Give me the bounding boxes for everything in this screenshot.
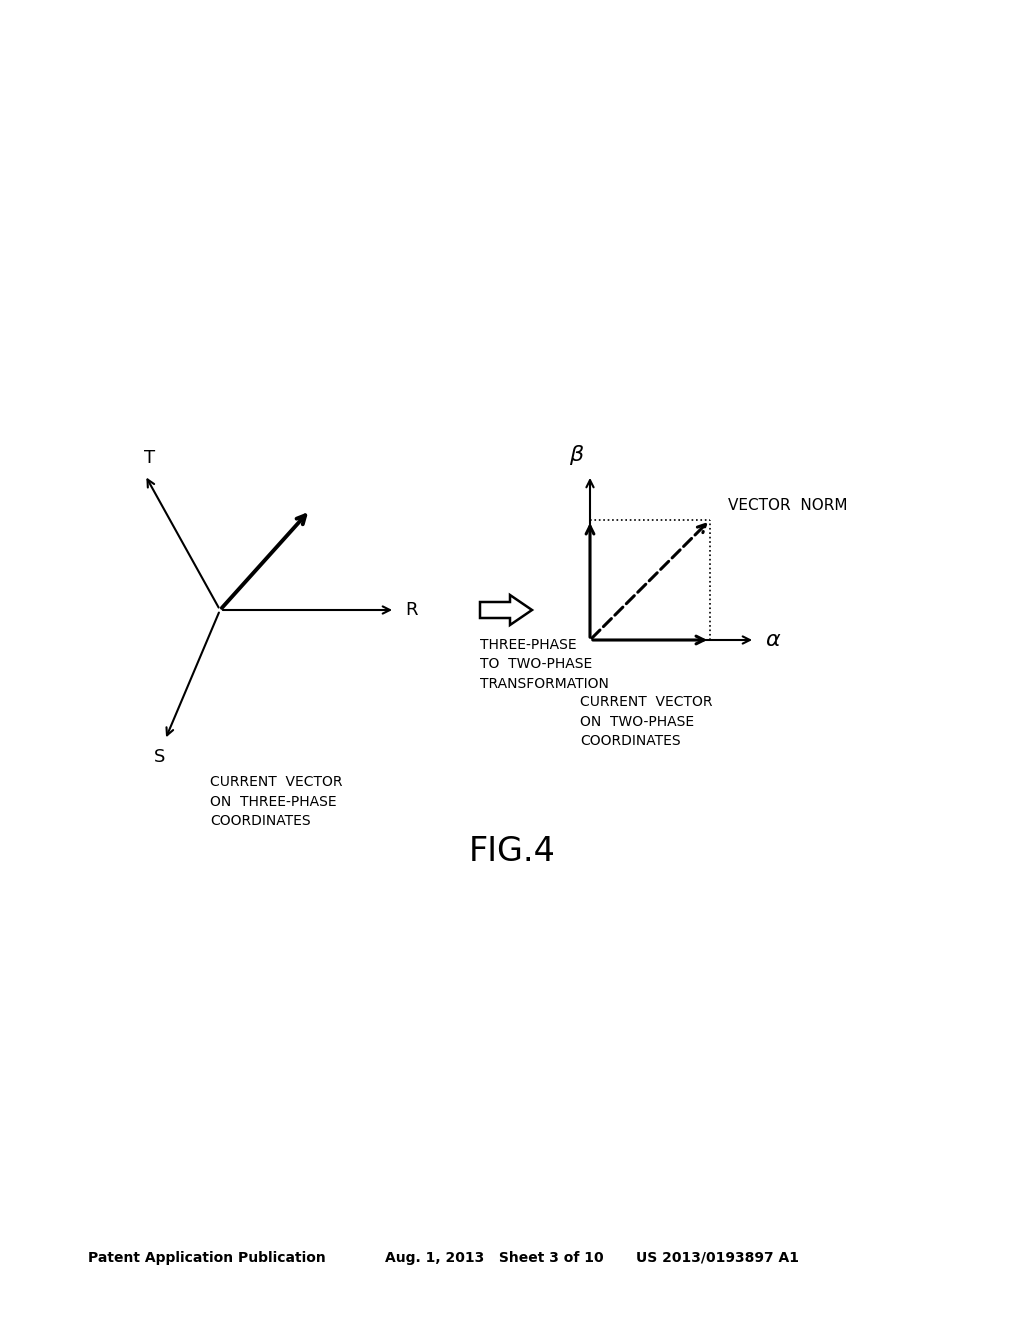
Text: $\alpha$: $\alpha$ [765, 630, 781, 649]
Text: VECTOR  NORM: VECTOR NORM [728, 498, 848, 512]
Text: S: S [155, 748, 166, 766]
Text: CURRENT  VECTOR
ON  THREE-PHASE
COORDINATES: CURRENT VECTOR ON THREE-PHASE COORDINATE… [210, 775, 342, 828]
Text: $\beta$: $\beta$ [569, 444, 585, 467]
Text: THREE-PHASE
TO  TWO-PHASE
TRANSFORMATION: THREE-PHASE TO TWO-PHASE TRANSFORMATION [480, 638, 609, 690]
Text: FIG.4: FIG.4 [469, 836, 555, 869]
Text: Aug. 1, 2013   Sheet 3 of 10: Aug. 1, 2013 Sheet 3 of 10 [385, 1251, 603, 1265]
Text: US 2013/0193897 A1: US 2013/0193897 A1 [636, 1251, 799, 1265]
Text: CURRENT  VECTOR
ON  TWO-PHASE
COORDINATES: CURRENT VECTOR ON TWO-PHASE COORDINATES [580, 696, 713, 748]
Text: Patent Application Publication: Patent Application Publication [88, 1251, 326, 1265]
Polygon shape [480, 595, 532, 624]
Text: T: T [144, 449, 156, 467]
Text: R: R [406, 601, 418, 619]
